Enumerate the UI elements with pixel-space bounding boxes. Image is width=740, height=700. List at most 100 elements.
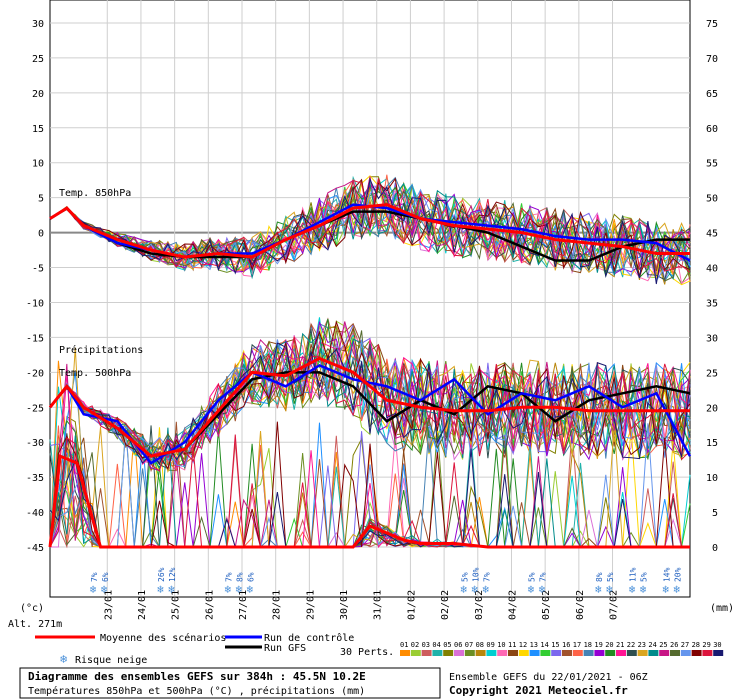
pert-line-t850: [49, 177, 691, 285]
snow-pct-label: 20%: [673, 567, 682, 582]
snow-pct-label: 7%: [225, 572, 234, 582]
snowflake-icon: ❄: [629, 583, 636, 596]
snow-pct-label: 12%: [168, 567, 177, 582]
pert-color-swatch: [432, 650, 443, 656]
left-tick-label: -30: [26, 438, 44, 449]
left-unit: (°c): [20, 603, 44, 614]
date-label: 24/01: [137, 590, 148, 620]
snow-pct-label: 26%: [157, 567, 166, 582]
right-tick-label: 20: [706, 403, 718, 414]
altitude-label: Alt. 271m: [8, 619, 62, 630]
snowflake-icon: ❄: [482, 583, 489, 596]
pert-color-swatch: [529, 650, 540, 656]
snowflake-icon: ❄: [247, 583, 254, 596]
date-label: 29/01: [305, 590, 316, 620]
pert-number: 22: [627, 641, 635, 649]
legend-mean: Moyenne des scénarios: [100, 632, 226, 644]
pert-color-swatch: [583, 650, 594, 656]
pert-number: 12: [519, 641, 527, 649]
snow-pct-label: 6%: [247, 572, 256, 582]
date-label: 05/02: [541, 590, 552, 620]
date-axis: 23/01 24/01 25/01 26/01 27/01 28/01 29/01 30/01…: [103, 590, 619, 620]
pert-color-swatch: [454, 650, 464, 656]
left-tick-label: -5: [32, 264, 44, 275]
snowflake-icon: ❄: [101, 583, 108, 596]
snow-pct-label: 5%: [528, 572, 537, 582]
snowflake-icon: ❄: [673, 583, 680, 596]
pert-number: 03: [422, 641, 430, 649]
right-tick-label: 0: [712, 543, 718, 554]
left-axis: 30 25 20 15 10 5 0 -5 -10 -15 -20 -25 -30 -35 -40 -45: [26, 19, 44, 554]
pert-color-swatch: [702, 650, 713, 656]
pert-color-swatch: [648, 650, 659, 656]
mean-t500-line: [48, 356, 690, 458]
pert-color-swatch: [508, 650, 518, 656]
left-tick-label: -40: [26, 508, 44, 519]
pert-number: 28: [692, 641, 700, 649]
pert-number: 13: [530, 641, 538, 649]
pert-color-swatch: [443, 650, 454, 656]
pert-number: 14: [540, 641, 548, 649]
pert-number: 21: [616, 641, 624, 649]
snow-pct-label: 14%: [662, 567, 671, 582]
snow-risk-markers: 7%❄6%❄26%❄12%❄7%❄8%❄6%❄5%❄10%❄7%❄5%❄7%❄8…: [90, 567, 683, 596]
pert-color-swatch: [670, 650, 680, 656]
right-tick-label: 70: [706, 54, 718, 65]
pert-number: 27: [681, 641, 689, 649]
legend-gfs: Run GFS: [264, 643, 306, 654]
pert-color-swatch: [410, 650, 421, 656]
precip-label: Précipitations: [59, 344, 143, 356]
snowflake-icon: ❄: [595, 583, 602, 596]
snow-pct-label: 7%: [482, 572, 491, 582]
main-lines: [48, 203, 692, 549]
date-label: 30/01: [339, 590, 350, 620]
left-tick-label: 30: [32, 19, 44, 30]
pert-line-t500: [49, 329, 691, 470]
pert-color-swatch: [713, 650, 724, 656]
pert-number: 16: [562, 641, 570, 649]
date-label: 03/02: [474, 590, 485, 620]
date-label: 06/02: [575, 590, 586, 620]
pert-number: 02: [411, 641, 419, 649]
right-tick-label: 60: [706, 124, 718, 135]
pert-number: 08: [476, 641, 484, 649]
legend-snow: Risque neige: [75, 655, 147, 666]
pert-number: 09: [486, 641, 494, 649]
legend-control: Run de contrôle: [264, 632, 354, 644]
pert-color-swatch: [659, 650, 670, 656]
left-tick-label: -25: [26, 403, 44, 414]
date-label: 25/01: [171, 590, 182, 620]
pert-line-t500: [49, 334, 691, 473]
right-tick-label: 50: [706, 194, 718, 205]
pert-line-t500: [49, 330, 691, 456]
pert-number: 26: [670, 641, 678, 649]
pert-number: 23: [638, 641, 646, 649]
pert-number: 07: [465, 641, 473, 649]
pert-color-swatch: [605, 650, 616, 656]
snow-pct-label: 8%: [236, 572, 245, 582]
pert-color-swatch: [594, 650, 605, 656]
pert-line-t500: [49, 336, 691, 472]
date-label: 02/02: [440, 590, 451, 620]
pert-line-t500: [49, 318, 691, 470]
right-tick-label: 75: [706, 19, 718, 30]
date-label: 26/01: [204, 590, 215, 620]
pert-color-swatch: [637, 650, 648, 656]
left-tick-label: 20: [32, 89, 44, 100]
pert-line-t500: [49, 332, 691, 469]
right-tick-label: 25: [706, 368, 718, 379]
right-tick-label: 5: [712, 508, 718, 519]
snowflake-icon: ❄: [225, 583, 232, 596]
right-tick-label: 15: [706, 438, 718, 449]
right-unit: (mm): [710, 603, 734, 614]
mean-precip-line: [48, 454, 690, 549]
pert-number: 25: [659, 641, 667, 649]
pert-number: 24: [648, 641, 656, 649]
pert-color-swatch: [464, 650, 475, 656]
pert-color-swatch: [691, 650, 702, 656]
snow-pct-label: 6%: [101, 572, 110, 582]
pert-number: 19: [594, 641, 602, 649]
right-tick-label: 45: [706, 229, 718, 240]
